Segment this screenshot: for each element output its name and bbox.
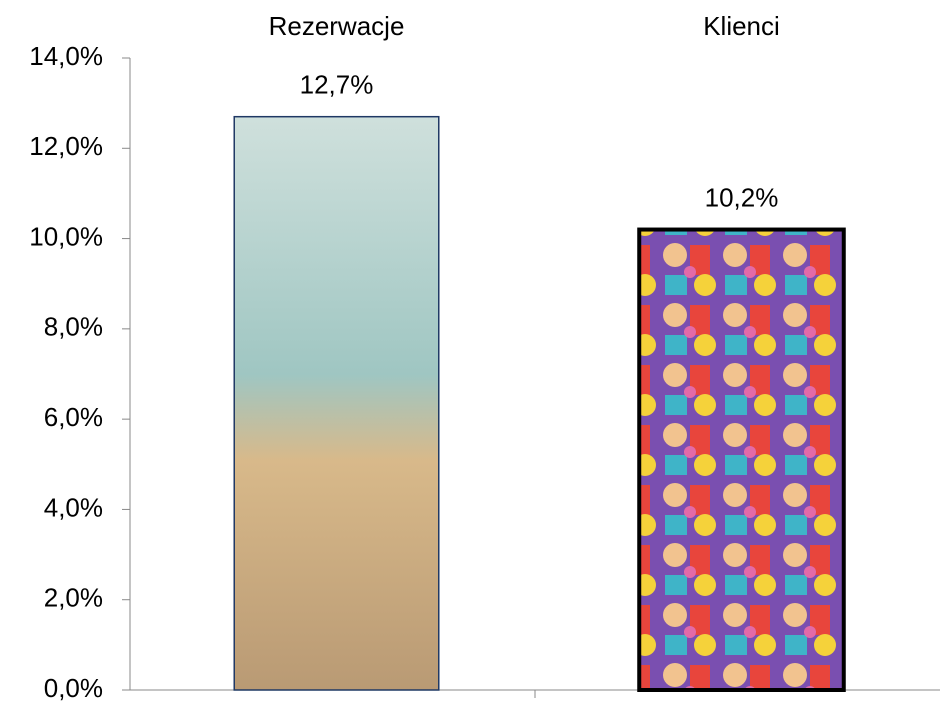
y-tick-label: 12,0% (29, 131, 103, 161)
category-label: Rezerwacje (269, 11, 405, 41)
chart: 0,0% 2,0% 4,0% 6,0% 8,0% 10,0% 12,0% 14,0% Rezer… (0, 0, 940, 703)
bar (234, 117, 439, 690)
category-label: Klienci (703, 11, 780, 41)
bar (639, 230, 844, 690)
y-tick-label: 0,0% (44, 673, 103, 703)
value-label: 12,7% (300, 70, 374, 100)
value-label: 10,2% (705, 182, 779, 212)
y-tick-label: 4,0% (44, 492, 103, 522)
y-tick-label: 6,0% (44, 402, 103, 432)
y-tick-label: 2,0% (44, 583, 103, 613)
y-tick-label: 10,0% (29, 221, 103, 251)
y-tick-label: 8,0% (44, 312, 103, 342)
y-tick-label: 14,0% (29, 41, 103, 71)
